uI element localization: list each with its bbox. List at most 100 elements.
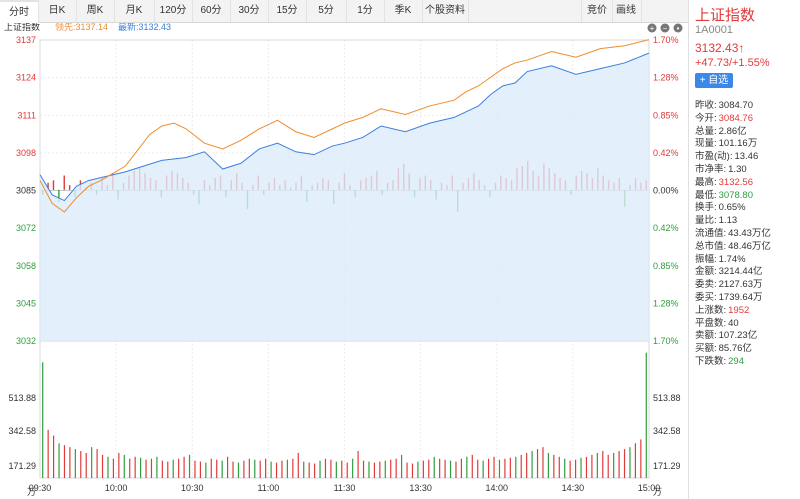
chart-index-name: 上证指数 — [4, 23, 40, 32]
stat-row: 昨收: 3084.70 — [695, 97, 753, 111]
tab-1[interactable]: 日K — [38, 0, 77, 22]
stat-row: 今开: 3084.76 — [695, 110, 753, 124]
stat-row: 下跌数: 294 — [695, 353, 744, 367]
time-tick: 15:00 — [638, 483, 661, 493]
stat-row: 平盘数: 40 — [695, 315, 739, 329]
tab-auction[interactable]: 竞价 — [581, 0, 613, 22]
tab-9[interactable]: 1分 — [346, 0, 385, 22]
stat-label: 总市值: — [695, 240, 727, 252]
stat-row: 最高: 3132.56 — [695, 174, 753, 188]
stat-value: 85.76亿 — [718, 343, 752, 355]
stat-row: 上涨数: 1952 — [695, 302, 749, 316]
zoom-icon-glyph: • — [677, 24, 680, 33]
volume-tick: 513.88 — [8, 393, 36, 403]
time-tick: 09:30 — [29, 483, 52, 493]
minus-circle-icon[interactable] — [660, 23, 670, 33]
time-tick: 14:30 — [562, 483, 585, 493]
time-tick: 14:00 — [485, 483, 508, 493]
stat-label: 振幅: — [695, 253, 717, 265]
stat-label: 最高: — [695, 176, 717, 188]
stat-row: 卖额: 107.23亿 — [695, 327, 757, 341]
price-tick: 3045 — [16, 298, 36, 308]
stat-value: 3084.76 — [718, 112, 753, 124]
zoom-icon-glyph: − — [663, 24, 668, 33]
time-tick: 10:30 — [181, 483, 204, 493]
stat-label: 量比: — [695, 215, 717, 227]
tab-6[interactable]: 30分 — [230, 0, 269, 22]
price-tick: 3085 — [16, 186, 36, 196]
stat-value: 48.46万亿 — [728, 240, 771, 252]
volume-tick-right: 342.58 — [653, 426, 681, 436]
stat-value: 1739.64万 — [718, 292, 763, 303]
current-price: 3132.43↑ — [695, 41, 745, 55]
stat-label: 上涨数: — [695, 304, 727, 316]
price-tick: 3032 — [16, 336, 36, 346]
stat-label: 最低: — [695, 189, 717, 201]
stat-value: 40 — [728, 317, 739, 329]
lead-line — [39, 39, 650, 213]
stat-label: 平盘数: — [695, 317, 727, 329]
stat-row: 量比: 1.13 — [695, 212, 737, 226]
volume-tick: 342.58 — [8, 426, 36, 436]
tab-4[interactable]: 120分 — [154, 0, 193, 22]
stat-label: 市净率: — [695, 164, 727, 175]
lead-value: 领先:3137.14 — [55, 23, 108, 32]
tab-11[interactable]: 个股资料 — [422, 0, 469, 22]
tab-10[interactable]: 季K — [384, 0, 423, 22]
stat-value: 43.43万亿 — [728, 228, 771, 239]
time-tick: 13:30 — [409, 483, 432, 493]
time-tick: 11:00 — [257, 483, 279, 493]
stat-row: 市净率: 1.30 — [695, 161, 747, 175]
stat-row: 最低: 3078.80 — [695, 187, 753, 201]
volume-tick: 171.29 — [8, 461, 36, 471]
tab-7[interactable]: 15分 — [268, 0, 307, 22]
stat-row: 振幅: 1.74% — [695, 251, 746, 265]
pct-tick: 0.42% — [653, 148, 679, 158]
settings-circle-icon[interactable] — [673, 23, 683, 33]
stat-value: 2127.63万 — [718, 279, 763, 291]
stat-row: 总市值: 48.46万亿 — [695, 238, 771, 252]
stat-value: 1.74% — [718, 253, 746, 265]
pct-tick: 1.70% — [653, 35, 679, 45]
stat-value: 1952 — [728, 304, 750, 316]
tab-8[interactable]: 5分 — [306, 0, 347, 22]
stat-row: 换手: 0.65% — [695, 199, 746, 213]
stat-value: 0.65% — [718, 202, 746, 214]
stat-value: 13.46 — [734, 151, 759, 163]
tab-2[interactable]: 周K — [76, 0, 115, 22]
stat-label: 买额: — [695, 343, 717, 355]
price-change: +47.73/+1.55% — [695, 57, 770, 69]
stat-value: 1.30 — [728, 164, 747, 175]
stat-label: 今开: — [695, 112, 717, 124]
stat-value: 101.16万 — [718, 138, 758, 150]
plus-circle-icon[interactable] — [647, 23, 657, 33]
pct-tick: 1.70% — [653, 336, 679, 346]
stat-row: 买额: 85.76亿 — [695, 340, 752, 354]
intraday-chart: 上证指数 领先:3137.14 最新:3132.43 + − • 3137 1.70% 3124… — [4, 23, 683, 497]
tab-drawing[interactable]: 画线 — [611, 0, 642, 22]
tab-0[interactable]: 分时 — [0, 0, 39, 23]
volume-tick-right: 513.88 — [653, 393, 681, 403]
stat-label: 委卖: — [695, 279, 717, 291]
pct-tick: 0.42% — [653, 223, 679, 233]
add-watchlist-button[interactable]: + 自选 — [695, 73, 733, 88]
stat-row: 金额: 3214.44亿 — [695, 263, 762, 277]
tab-3[interactable]: 月K — [114, 0, 155, 22]
stat-label: 昨收: — [695, 100, 717, 111]
pct-tick: 1.28% — [653, 298, 679, 308]
latest-value: 最新:3132.43 — [118, 23, 171, 32]
price-tick: 3137 — [16, 35, 36, 45]
index-title: 上证指数 — [695, 7, 756, 24]
stat-value: 2.86亿 — [718, 125, 747, 137]
time-tick: 10:00 — [105, 483, 128, 493]
stat-value: 3132.56 — [718, 176, 753, 188]
period-tab-bar: 分时 日K 周K 月K 120分 60分 30分 15分 5分 1分 季K 个股资料 竞价 画线 — [0, 0, 688, 23]
stat-label: 委买: — [695, 292, 717, 303]
volume-tick-right: 171.29 — [653, 461, 681, 471]
time-tick: 11:30 — [334, 483, 356, 493]
zoom-icon-glyph: + — [650, 24, 655, 33]
volume-tick-right: 万 — [653, 487, 662, 497]
tab-5[interactable]: 60分 — [192, 0, 231, 22]
pct-tick: 0.85% — [653, 110, 679, 120]
stat-label: 换手: — [695, 202, 717, 214]
